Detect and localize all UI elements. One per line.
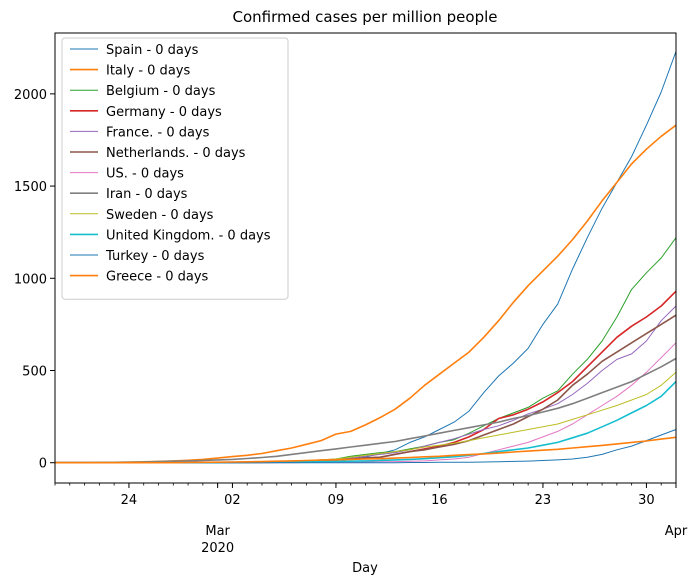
x-tick-label: 16	[431, 493, 448, 508]
legend-label: United Kingdom. - 0 days	[106, 228, 271, 243]
legend-label: Belgium - 0 days	[106, 84, 216, 99]
plot-frame	[54, 32, 677, 484]
y-tick-label: 2000	[14, 88, 47, 103]
legend-label: Spain - 0 days	[106, 43, 199, 58]
legend-label: Sweden - 0 days	[106, 208, 214, 223]
x-tick-label: 09	[328, 493, 345, 508]
series-line-5	[55, 305, 677, 464]
x-axis-label: Day	[352, 561, 378, 576]
legend-label: France. - 0 days	[106, 125, 210, 140]
legend-label: Greece - 0 days	[106, 270, 209, 285]
axes: 0 500 1000 1500 2000 24 02 09 16 23 30 Mar 2020 Apr	[14, 88, 688, 556]
x-month-label: Mar 2020	[201, 524, 234, 556]
x-tick-label: 02	[224, 493, 241, 508]
y-tick-label: 0	[39, 457, 47, 472]
y-tick-label: 1000	[14, 272, 47, 287]
y-tick-label: 500	[22, 365, 47, 380]
legend-label: Italy - 0 days	[106, 64, 190, 79]
legend-label: US. - 0 days	[106, 167, 184, 182]
series-line-6	[55, 314, 677, 464]
legend-label: Turkey - 0 days	[105, 249, 205, 264]
legend-label: Iran - 0 days	[106, 187, 188, 202]
x-tick-label: 30	[638, 493, 655, 508]
series-line-10	[55, 381, 677, 464]
x-month-label: Apr	[665, 524, 688, 539]
x-tick-label: 23	[535, 493, 552, 508]
legend: Spain - 0 days Italy - 0 days Belgium - 0 …	[61, 37, 289, 300]
y-tick-label: 1500	[14, 180, 47, 195]
legend-label: Germany - 0 days	[106, 105, 222, 120]
x-tick-label: 24	[121, 493, 138, 508]
legend-label: Netherlands. - 0 days	[106, 146, 246, 161]
plot-area	[55, 51, 677, 464]
legend-box	[61, 37, 289, 300]
chart-title: Confirmed cases per million people	[233, 8, 498, 26]
series-line-8	[55, 357, 677, 464]
series-line-12	[55, 436, 677, 464]
